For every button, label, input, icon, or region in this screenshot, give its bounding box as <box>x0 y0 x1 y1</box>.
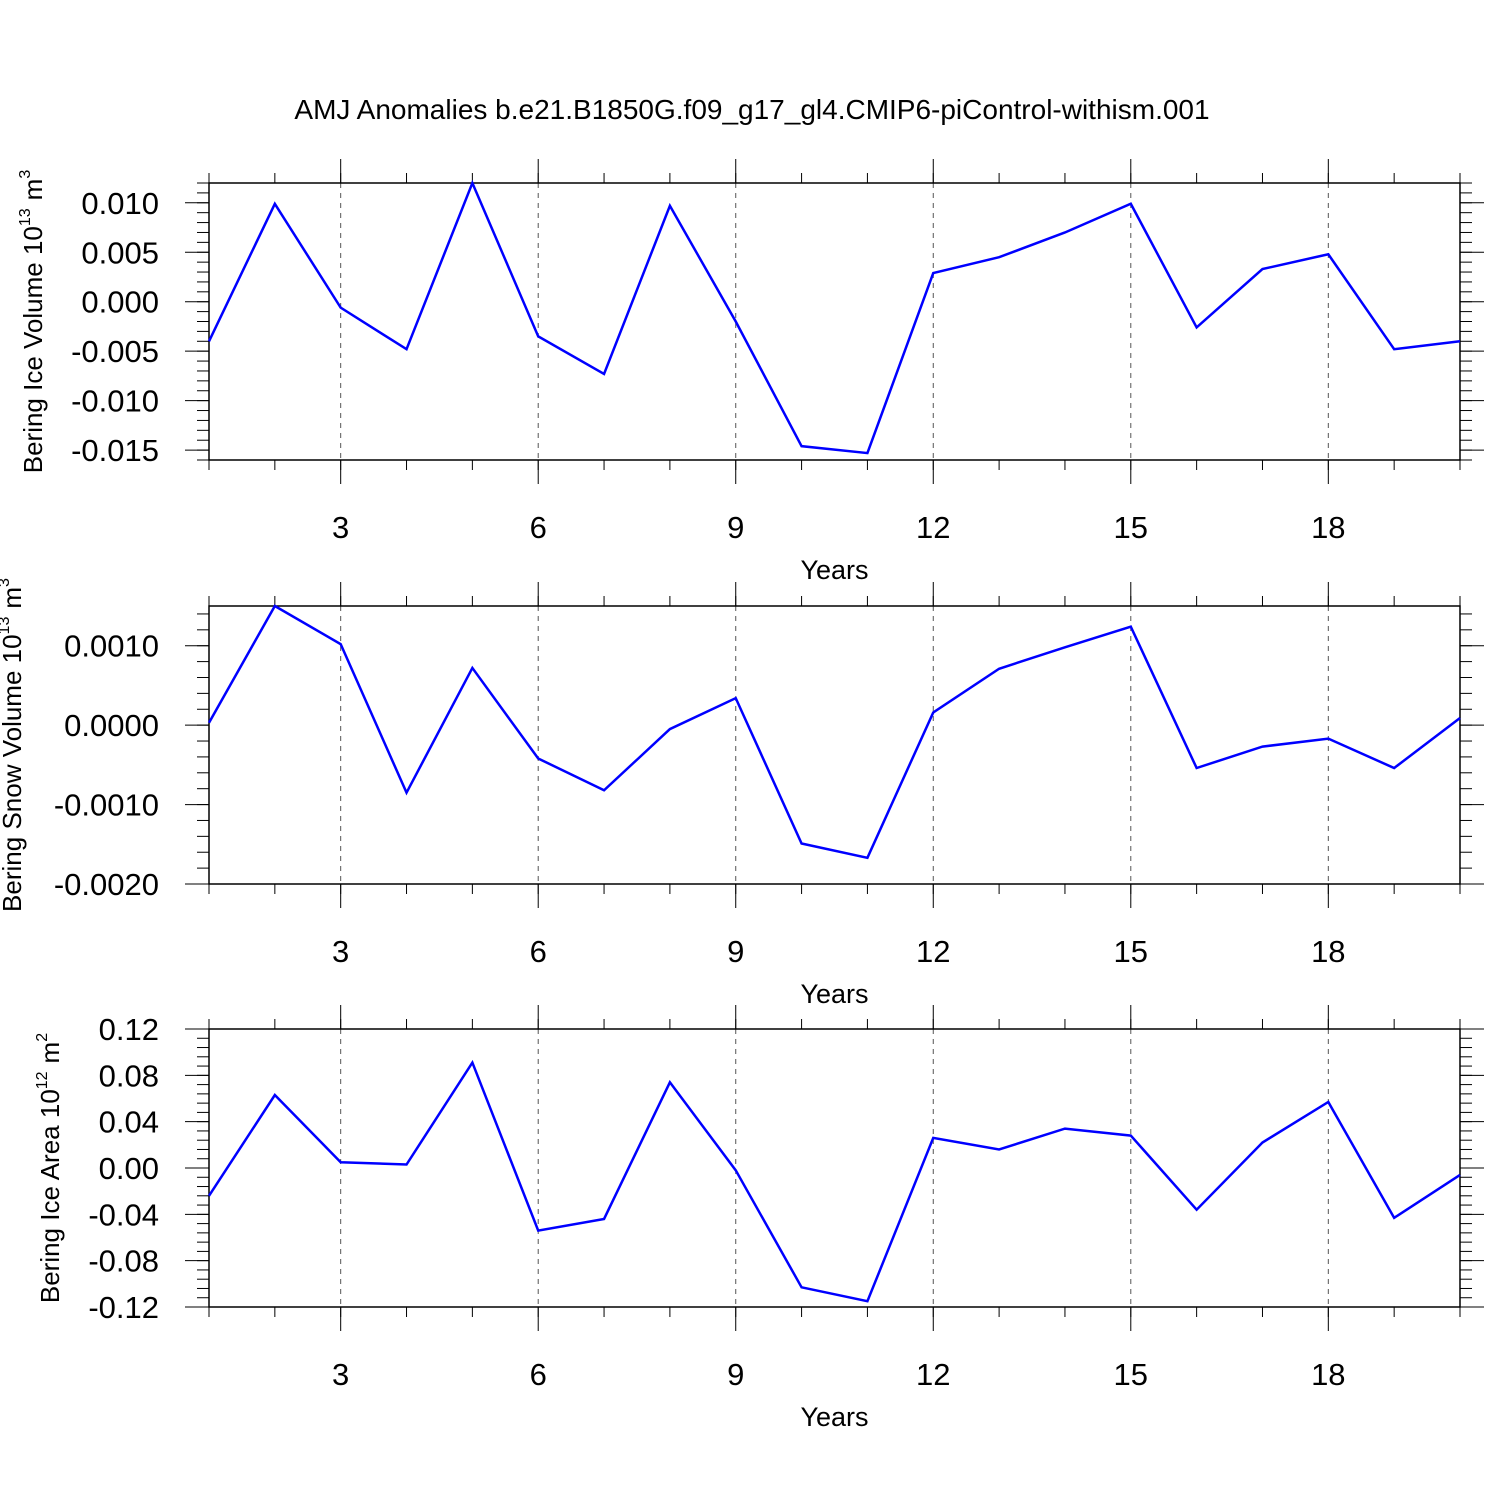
y-axis-label: Bering Ice Area 1012 m2 <box>34 1033 65 1303</box>
y-axis-label-part: m <box>35 1042 65 1064</box>
data-line <box>207 604 1461 860</box>
y-axis-label-exponent: 12 <box>34 1071 51 1089</box>
y-tick-label: -0.0010 <box>54 788 159 823</box>
y-tick-label: 0.000 <box>81 285 159 320</box>
plot-frame <box>208 182 1461 461</box>
y-axis-label: Bering Ice Volume 1013 m3 <box>17 170 48 474</box>
y-tick-label: -0.0020 <box>54 867 159 902</box>
x-axis-label: Years <box>800 1402 868 1432</box>
x-tick-label: 9 <box>727 1357 744 1392</box>
y-tick-label: -0.010 <box>71 384 159 419</box>
data-line <box>207 1059 1461 1303</box>
y-axis-label-part: Bering Ice Area 10 <box>35 1089 65 1303</box>
x-tick-label: 9 <box>727 510 744 545</box>
y-axis-label-exponent: 3 <box>17 170 34 179</box>
x-tick-label: 3 <box>332 510 349 545</box>
y-tick-label: 0.08 <box>99 1058 159 1093</box>
plot-frame <box>208 605 1461 885</box>
x-tick-label: 6 <box>530 1357 547 1392</box>
y-axis-label-exponent: 3 <box>0 578 13 587</box>
y-axis-label-part: Bering Ice Volume 10 <box>18 226 48 473</box>
x-tick-label: 18 <box>1311 934 1345 969</box>
data-line <box>207 179 1461 455</box>
y-tick-label: -0.005 <box>71 334 159 369</box>
y-axis-label-exponent: 2 <box>34 1033 51 1042</box>
y-axis-label-exponent: 13 <box>0 617 13 635</box>
y-axis-label-exponent: 13 <box>17 208 34 226</box>
y-tick-label: -0.015 <box>71 433 159 468</box>
y-axis-label-part: Bering Snow Volume 10 <box>0 634 27 912</box>
x-tick-label: 9 <box>727 934 744 969</box>
y-tick-label: 0.010 <box>81 186 159 221</box>
x-tick-label: 15 <box>1114 510 1148 545</box>
y-tick-label: 0.12 <box>99 1012 159 1047</box>
x-tick-label: 12 <box>916 510 950 545</box>
x-tick-label: 3 <box>332 934 349 969</box>
y-axis-label-part: m <box>18 179 48 201</box>
x-tick-label: 6 <box>530 934 547 969</box>
y-tick-label: 0.005 <box>81 235 159 270</box>
y-tick-label: -0.08 <box>88 1244 159 1279</box>
y-tick-label: 0.00 <box>99 1151 159 1186</box>
y-tick-label: -0.12 <box>88 1290 159 1325</box>
chart-title: AMJ Anomalies b.e21.B1850G.f09_g17_gl4.C… <box>294 94 1209 125</box>
x-tick-label: 12 <box>916 1357 950 1392</box>
x-tick-label: 3 <box>332 1357 349 1392</box>
y-axis-label: Bering Snow Volume 1013 m3 <box>0 578 27 912</box>
x-tick-label: 12 <box>916 934 950 969</box>
plot-frame <box>208 1028 1461 1308</box>
y-tick-label: 0.0000 <box>64 708 159 743</box>
y-tick-label: 0.04 <box>99 1105 159 1140</box>
y-tick-label: -0.04 <box>88 1197 159 1232</box>
y-axis-label-part: m <box>0 587 27 609</box>
x-tick-label: 15 <box>1114 1357 1148 1392</box>
x-tick-label: 15 <box>1114 934 1148 969</box>
x-tick-label: 18 <box>1311 510 1345 545</box>
y-tick-label: 0.0010 <box>64 629 159 664</box>
x-tick-label: 18 <box>1311 1357 1345 1392</box>
x-axis-label: Years <box>800 979 868 1009</box>
x-tick-label: 6 <box>530 510 547 545</box>
x-axis-label: Years <box>800 555 868 585</box>
